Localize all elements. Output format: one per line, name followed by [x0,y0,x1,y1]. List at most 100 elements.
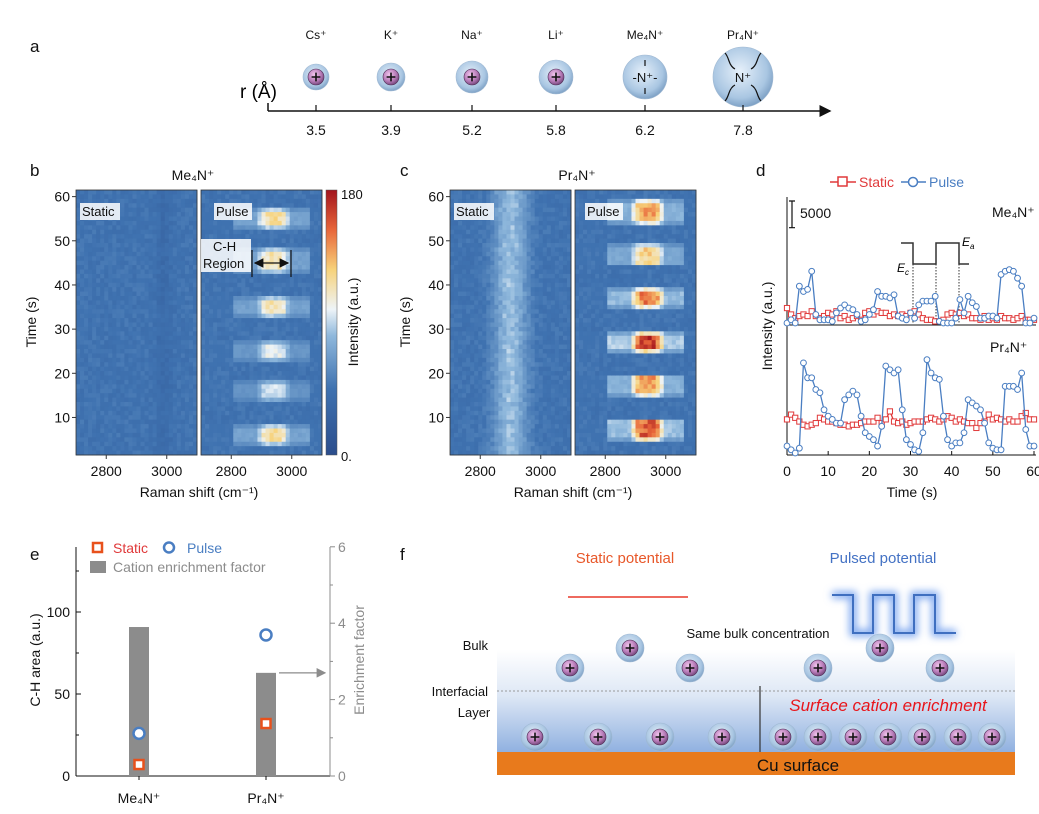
heatmap-cell [305,362,311,368]
heatmap-cell [92,278,97,284]
heatmap-cell [253,353,258,359]
heatmap-cell [273,238,279,244]
heatmap-cell [209,441,214,447]
heatmap-cell [514,428,519,434]
heatmap-cell [76,313,81,319]
heatmap-cell [462,265,467,270]
heatmap-cell [474,265,479,270]
heatmap-cell [225,300,230,306]
heatmap-cell [205,384,210,390]
heatmap-cell [136,216,141,222]
heatmap-cell [209,375,214,381]
heatmap-cell [176,349,182,354]
heatmap-cell [120,198,125,204]
heatmap-cell [297,371,303,376]
heatmap-cell [526,384,532,390]
heatmap-cell [273,362,279,368]
heatmap-cell [104,450,109,456]
heatmap-cell [285,410,291,416]
heatmap-cell [184,402,190,407]
heatmap-cell [148,260,154,266]
heatmap-cell [205,397,210,403]
heatmap-cell [289,331,295,337]
heatmap-cell [120,220,125,226]
heatmap-cell [132,349,137,354]
heatmap-cell [100,304,105,310]
heatmap-cell [277,375,283,381]
heatmap-cell [76,402,81,407]
heatmap-cell [184,269,190,275]
heatmap-cell [92,309,97,315]
heatmap-cell [249,375,254,381]
heatmap-cell [281,212,287,217]
heatmap-cell [209,437,214,443]
heatmap-cell [176,437,182,443]
heatmap-cell [510,344,515,350]
heatmap-cell [261,357,266,363]
heatmap-cell [285,331,291,337]
heatmap-cell [490,247,495,253]
heatmap-cell [269,313,274,319]
heatmap-cell [466,331,471,337]
heatmap-cell [486,375,491,381]
heatmap-cell [84,251,89,257]
heatmap-cell [458,344,463,350]
heatmap-cell [136,450,141,456]
heatmap-cell [92,428,97,434]
heatmap-cell [301,322,307,328]
heatmap-cell [530,340,536,345]
heatmap-cell [478,300,483,306]
heatmap-cell [80,415,85,421]
heatmap-cell [188,304,194,310]
heatmap-cell [526,340,532,345]
heatmap-cell [152,296,158,301]
heatmap-cell [530,238,536,244]
heatmap-cell [168,415,174,421]
heatmap-cell [229,353,234,359]
heatmap-cell [478,225,483,231]
heatmap-cell [281,428,287,434]
heatmap-cell [128,340,133,345]
heatmap-cell [132,428,137,434]
heatmap-cell [498,269,503,275]
heatmap-cell [526,220,532,226]
heatmap-cell [213,393,218,398]
heatmap-cell [462,446,467,451]
heatmap-cell [92,313,97,319]
heatmap-cell [144,207,149,213]
heatmap-cell [526,357,532,363]
heatmap-cell [526,446,532,451]
heatmap-cell [148,357,154,363]
heatmap-cell [301,446,307,451]
heatmap-cell [176,225,182,231]
heatmap-cell [80,278,85,284]
heatmap-cell [237,344,242,350]
heatmap-cell [269,331,274,337]
heatmap-cell [80,340,85,345]
heatmap-cell [273,318,279,323]
heatmap-cell [128,212,133,217]
heatmap-cell [313,225,319,231]
heatmap-cell [261,446,266,451]
heatmap-cell [522,300,528,306]
heatmap-cell [277,296,283,301]
heatmap-cell [84,296,89,301]
heatmap-cell [245,384,250,390]
heatmap-cell [152,256,158,262]
heatmap-cell [217,309,222,315]
heatmap-cell [209,322,214,328]
heatmap-cell [498,437,503,443]
heatmap-cell [140,326,145,332]
heatmap-cell [301,278,307,284]
heatmap-cell [454,402,459,407]
heatmap-cell [522,291,528,297]
heatmap-cell [253,410,258,416]
heatmap-cell [530,282,536,288]
heatmap-cell [92,419,97,425]
heatmap-cell [164,406,170,412]
heatmap-cell [450,309,455,315]
heatmap-cell [462,256,467,262]
heatmap-cell [281,335,287,341]
heatmap-cell [156,344,162,350]
heatmap-cell [100,335,105,341]
